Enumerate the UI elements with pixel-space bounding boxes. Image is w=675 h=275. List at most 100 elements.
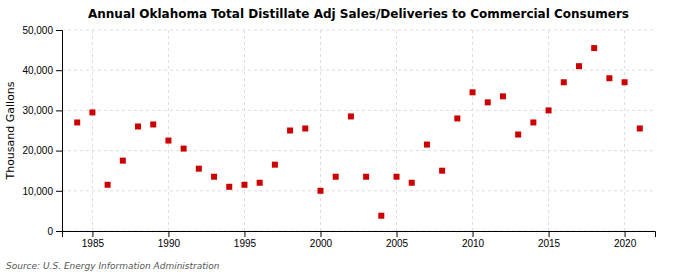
x-tick-mark — [168, 231, 169, 237]
x-tick-mark — [549, 231, 550, 237]
point — [257, 180, 263, 186]
point — [89, 109, 95, 115]
point — [226, 184, 232, 190]
y-tick: 40,000 — [22, 65, 62, 76]
y-tick-mark — [56, 70, 62, 71]
y-grid-line — [62, 110, 655, 111]
x-tick: 2005 — [386, 231, 409, 249]
point — [135, 123, 141, 129]
point — [500, 93, 506, 99]
point — [515, 132, 521, 138]
point — [576, 63, 582, 69]
point — [454, 115, 460, 121]
y-axis: 0 10,000 20,000 30,000 40,000 50,000 — [22, 25, 62, 237]
y-tick: 10,000 — [22, 186, 62, 197]
x-tick-mark — [244, 231, 245, 237]
title: Annual Oklahoma Total Distillate Adj Sal… — [88, 7, 629, 21]
point — [272, 162, 278, 168]
point — [165, 138, 171, 144]
point — [196, 166, 202, 172]
x-tick-label: 1990 — [158, 238, 181, 249]
x-axis: 1985 1990 1995 2000 2005 2010 2015 2020 — [63, 231, 656, 249]
y-tick-label: 0 — [47, 226, 53, 237]
x-grid-line — [320, 30, 321, 231]
y-grid-line — [62, 150, 655, 151]
source: Source: U.S. Energy Information Administ… — [6, 261, 220, 271]
x-grid-line — [624, 30, 625, 231]
x-tick: 2000 — [310, 231, 333, 249]
x-tick-label: 2015 — [538, 238, 561, 249]
y-tick-mark — [56, 110, 62, 111]
point — [485, 99, 491, 105]
point — [181, 146, 187, 152]
point — [530, 119, 536, 125]
x-grid-line — [244, 30, 245, 231]
x-tick-mark — [473, 231, 474, 237]
point — [363, 174, 369, 180]
point — [591, 45, 597, 51]
x-tick: 1995 — [234, 231, 257, 249]
y-tick: 20,000 — [22, 145, 62, 156]
point — [622, 79, 628, 85]
x-tick-label: 1995 — [234, 238, 257, 249]
point — [74, 119, 80, 125]
point — [439, 168, 445, 174]
point — [211, 174, 217, 180]
point — [333, 174, 339, 180]
point — [317, 188, 323, 194]
y-grid-line — [62, 70, 655, 71]
point — [287, 128, 293, 134]
y-axis-title: Thousand Gallons — [4, 81, 17, 180]
x-grid-line — [548, 30, 549, 231]
x-tick: 2020 — [614, 231, 637, 249]
y-tick: 0 — [47, 226, 62, 237]
y-tick-label: 20,000 — [22, 145, 53, 156]
points — [74, 45, 643, 219]
point — [561, 79, 567, 85]
x-tick: 1985 — [82, 231, 105, 249]
point — [637, 125, 643, 131]
point — [424, 142, 430, 148]
y-tick-mark — [56, 191, 62, 192]
point — [409, 180, 415, 186]
y-tick-label: 30,000 — [22, 105, 53, 116]
x-axis-line — [63, 232, 656, 238]
y-tick-label: 50,000 — [22, 25, 53, 36]
x-tick-mark — [625, 231, 626, 237]
x-grid-line — [168, 30, 169, 231]
point — [302, 125, 308, 131]
grid — [62, 30, 655, 231]
y-grid-line — [62, 30, 655, 31]
x-tick-label: 2005 — [386, 238, 409, 249]
y-grid-line — [62, 190, 655, 191]
point — [394, 174, 400, 180]
y-tick: 50,000 — [22, 25, 62, 36]
point — [150, 121, 156, 127]
y-axis-line — [56, 31, 63, 232]
x-grid-line — [472, 30, 473, 231]
x-tick-mark — [320, 231, 321, 237]
x-tick-label: 2020 — [614, 238, 637, 249]
y-tick-label: 40,000 — [22, 65, 53, 76]
plot-area: 1985 1990 1995 2000 2005 2010 2015 2020 0 10,000 2… — [22, 25, 655, 249]
x-tick-label: 1985 — [82, 238, 105, 249]
point — [470, 89, 476, 95]
x-tick-mark — [92, 231, 93, 237]
point — [378, 213, 384, 219]
x-grid-line — [92, 30, 93, 231]
point — [120, 158, 126, 164]
point — [606, 75, 612, 81]
x-tick: 2015 — [538, 231, 561, 249]
y-tick-mark — [56, 30, 62, 31]
y-tick: 30,000 — [22, 105, 62, 116]
x-tick: 1990 — [158, 231, 181, 249]
chart: 1985 1990 1995 2000 2005 2010 2015 2020 0 10,000 2… — [0, 0, 675, 275]
point — [105, 182, 111, 188]
x-tick-label: 2000 — [310, 238, 333, 249]
x-tick-label: 2010 — [462, 238, 485, 249]
point — [348, 113, 354, 119]
x-tick-mark — [397, 231, 398, 237]
y-tick-label: 10,000 — [22, 186, 53, 197]
point — [241, 182, 247, 188]
y-tick-mark — [56, 151, 62, 152]
